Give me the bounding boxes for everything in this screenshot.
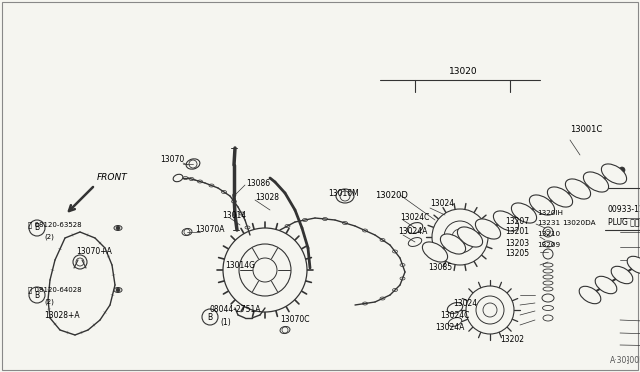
Circle shape xyxy=(239,244,291,296)
Text: 13024A: 13024A xyxy=(398,228,428,237)
Text: 13028+A: 13028+A xyxy=(44,311,79,320)
Ellipse shape xyxy=(114,225,122,231)
Ellipse shape xyxy=(422,242,447,262)
Text: B: B xyxy=(207,312,212,321)
Text: 13014G: 13014G xyxy=(225,260,255,269)
Ellipse shape xyxy=(114,288,122,292)
Text: 13209: 13209 xyxy=(537,242,560,248)
Circle shape xyxy=(116,288,120,292)
Text: 13001C: 13001C xyxy=(570,125,602,135)
Circle shape xyxy=(29,220,45,236)
Text: 13020DA: 13020DA xyxy=(562,220,596,226)
Ellipse shape xyxy=(511,203,536,223)
Text: A·30⁆00P6: A·30⁆00P6 xyxy=(610,356,640,365)
Text: (1): (1) xyxy=(220,317,231,327)
Circle shape xyxy=(29,287,45,303)
Circle shape xyxy=(543,249,553,259)
Text: (2): (2) xyxy=(44,299,54,305)
Ellipse shape xyxy=(186,159,200,169)
Text: 13070: 13070 xyxy=(160,155,184,164)
Text: PLUG プラグ(1): PLUG プラグ(1) xyxy=(608,218,640,227)
Text: (2): (2) xyxy=(44,234,54,240)
Ellipse shape xyxy=(611,266,633,284)
Ellipse shape xyxy=(440,234,466,254)
Circle shape xyxy=(444,221,476,253)
Ellipse shape xyxy=(627,256,640,274)
Ellipse shape xyxy=(476,219,500,239)
Ellipse shape xyxy=(543,241,554,247)
Ellipse shape xyxy=(595,276,617,294)
Circle shape xyxy=(73,255,87,269)
Text: 13020: 13020 xyxy=(449,67,477,77)
Text: 13024C: 13024C xyxy=(440,311,469,320)
Circle shape xyxy=(476,296,504,324)
Text: Ⓑ 08120-63528: Ⓑ 08120-63528 xyxy=(28,222,82,228)
Text: 13070C: 13070C xyxy=(280,315,310,324)
Text: 13024: 13024 xyxy=(453,298,477,308)
Ellipse shape xyxy=(447,302,463,314)
Ellipse shape xyxy=(565,179,591,199)
Text: B: B xyxy=(35,224,40,232)
Ellipse shape xyxy=(407,222,422,234)
Circle shape xyxy=(432,209,488,265)
Text: 08044-2751A: 08044-2751A xyxy=(210,305,262,314)
Circle shape xyxy=(189,160,197,168)
Text: 13070+A: 13070+A xyxy=(76,247,112,257)
Ellipse shape xyxy=(543,315,553,321)
Circle shape xyxy=(340,191,350,201)
Text: 00933-11000: 00933-11000 xyxy=(608,205,640,215)
Ellipse shape xyxy=(529,195,555,215)
Circle shape xyxy=(543,227,553,237)
Ellipse shape xyxy=(602,164,627,184)
Text: 13086: 13086 xyxy=(246,179,270,187)
Text: 13016M: 13016M xyxy=(328,189,359,198)
Ellipse shape xyxy=(458,227,483,247)
Circle shape xyxy=(545,230,550,234)
Ellipse shape xyxy=(547,187,573,207)
Text: 13024C: 13024C xyxy=(400,214,429,222)
Text: 1320lH: 1320lH xyxy=(537,210,563,216)
Text: B: B xyxy=(35,291,40,299)
Text: 13202: 13202 xyxy=(500,336,524,344)
Text: 13207: 13207 xyxy=(505,218,529,227)
Ellipse shape xyxy=(173,174,183,182)
Text: 13014: 13014 xyxy=(222,212,246,221)
Ellipse shape xyxy=(579,286,601,304)
Circle shape xyxy=(202,309,218,325)
Ellipse shape xyxy=(280,327,290,334)
Text: Ⓑ 08120-64028: Ⓑ 08120-64028 xyxy=(28,287,82,293)
Text: 13020D: 13020D xyxy=(375,190,408,199)
Text: 13024: 13024 xyxy=(430,199,454,208)
Text: 13205: 13205 xyxy=(505,248,529,257)
Circle shape xyxy=(223,228,307,312)
Circle shape xyxy=(282,327,288,333)
Text: 13231: 13231 xyxy=(537,220,560,226)
Text: 13201: 13201 xyxy=(505,228,529,237)
Text: 13024A: 13024A xyxy=(435,323,465,331)
Ellipse shape xyxy=(542,294,554,302)
Circle shape xyxy=(116,226,120,230)
Ellipse shape xyxy=(448,318,461,327)
Ellipse shape xyxy=(408,238,422,247)
Ellipse shape xyxy=(543,305,554,311)
Circle shape xyxy=(466,286,514,334)
Circle shape xyxy=(619,167,625,173)
Text: 13070A: 13070A xyxy=(195,225,225,234)
Circle shape xyxy=(184,229,190,235)
Ellipse shape xyxy=(493,211,518,231)
Ellipse shape xyxy=(584,172,609,192)
Text: 13210: 13210 xyxy=(537,231,560,237)
Text: 13028: 13028 xyxy=(255,192,279,202)
Text: 13203: 13203 xyxy=(505,238,529,247)
Text: FRONT: FRONT xyxy=(97,173,128,182)
Text: 13085: 13085 xyxy=(428,263,452,273)
Ellipse shape xyxy=(182,228,192,235)
Ellipse shape xyxy=(336,189,354,203)
